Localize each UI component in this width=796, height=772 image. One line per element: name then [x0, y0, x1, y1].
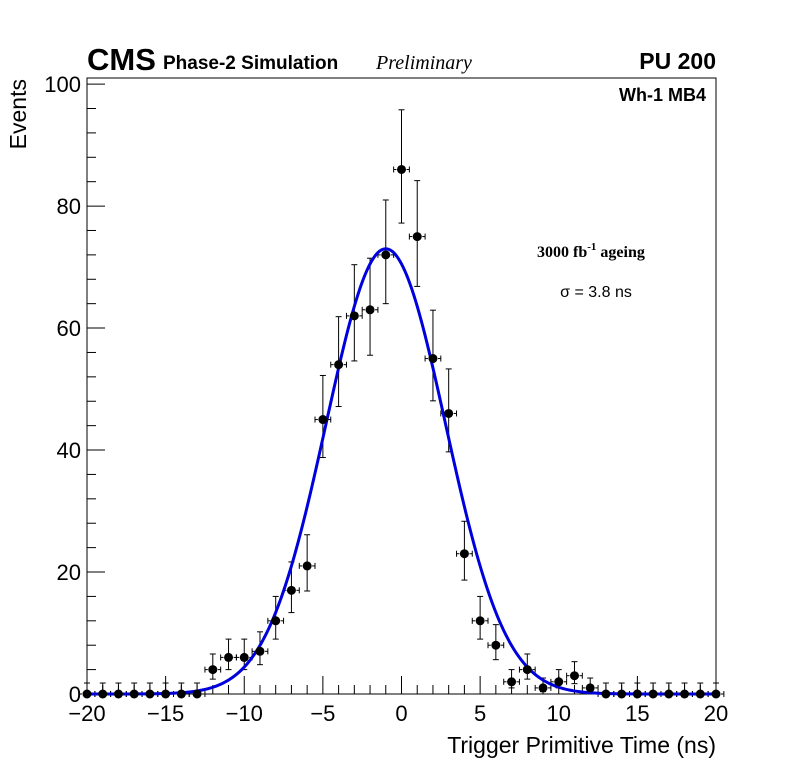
sigma-label: σ = 3.8 ns	[560, 284, 632, 301]
ageing-value: 3000 fb	[537, 244, 587, 261]
x-tick-label: −20	[68, 701, 105, 726]
data-point	[632, 689, 642, 699]
data-point	[428, 354, 438, 364]
subtitle-label: Phase-2 Simulation	[163, 53, 338, 74]
data-point	[239, 652, 249, 662]
x-tick-label: −10	[226, 701, 263, 726]
x-tick-label: 5	[474, 701, 486, 726]
y-tick-labels: 0 20 40 60 80 100	[44, 72, 81, 707]
data-point	[145, 689, 155, 699]
x-tick-label: 15	[625, 701, 649, 726]
y-axis-title: Events	[5, 79, 31, 149]
data-point	[192, 689, 202, 699]
data-point	[444, 408, 454, 418]
data-point	[601, 689, 611, 699]
data-point	[459, 549, 469, 559]
data-point	[82, 689, 92, 699]
data-point	[617, 689, 627, 699]
data-point	[176, 689, 186, 699]
x-tick-label: 0	[395, 701, 407, 726]
ageing-superscript: -1	[587, 241, 596, 253]
data-point	[208, 665, 218, 675]
data-point	[381, 250, 391, 260]
data-point	[397, 164, 406, 174]
data-point	[161, 689, 171, 699]
data-point	[491, 640, 501, 650]
y-tick-label: 60	[57, 316, 81, 341]
x-axis-title: Trigger Primitive Time (ns)	[447, 732, 716, 758]
x-tick-label: −5	[310, 701, 335, 726]
data-point	[286, 585, 296, 595]
y-tick-label: 100	[44, 72, 81, 97]
data-point	[680, 689, 690, 699]
data-point	[475, 616, 485, 626]
data-point	[365, 305, 375, 315]
x-tick-label: −15	[147, 701, 184, 726]
data-point	[507, 677, 517, 687]
data-point	[255, 646, 265, 656]
ageing-label: 3000 fb-1 ageing	[537, 241, 645, 261]
y-tick-label: 20	[57, 560, 81, 585]
data-point	[412, 232, 422, 242]
data-point	[569, 671, 579, 681]
x-tick-labels: −20 −15 −10 −5 0 5 10 15 20	[68, 701, 728, 726]
y-tick-label: 80	[57, 194, 81, 219]
data-point	[113, 689, 123, 699]
data-point	[711, 689, 721, 699]
ageing-suffix: ageing	[596, 244, 644, 261]
data-points	[82, 164, 721, 699]
data-point	[318, 415, 328, 425]
data-point	[585, 683, 595, 693]
error-bars	[78, 109, 725, 697]
cms-label: CMS	[87, 42, 156, 77]
data-point	[664, 689, 674, 699]
data-point	[695, 689, 705, 699]
data-point	[98, 689, 108, 699]
data-point	[349, 311, 359, 321]
chamber-label: Wh-1 MB4	[619, 85, 706, 105]
data-point	[334, 360, 344, 370]
pileup-label: PU 200	[639, 48, 716, 74]
gaussian-fit-curve	[87, 247, 716, 696]
data-point	[538, 683, 548, 693]
x-tick-label: 20	[704, 701, 728, 726]
x-tick-label: 10	[547, 701, 571, 726]
data-point	[522, 665, 532, 675]
preliminary-label: Preliminary	[375, 52, 472, 74]
data-point	[224, 652, 234, 662]
y-tick-label: 0	[69, 682, 81, 707]
data-point	[302, 561, 312, 571]
data-point	[648, 689, 658, 699]
data-point	[554, 677, 564, 687]
y-tick-label: 40	[57, 438, 81, 463]
data-point	[271, 616, 281, 626]
data-point	[129, 689, 139, 699]
